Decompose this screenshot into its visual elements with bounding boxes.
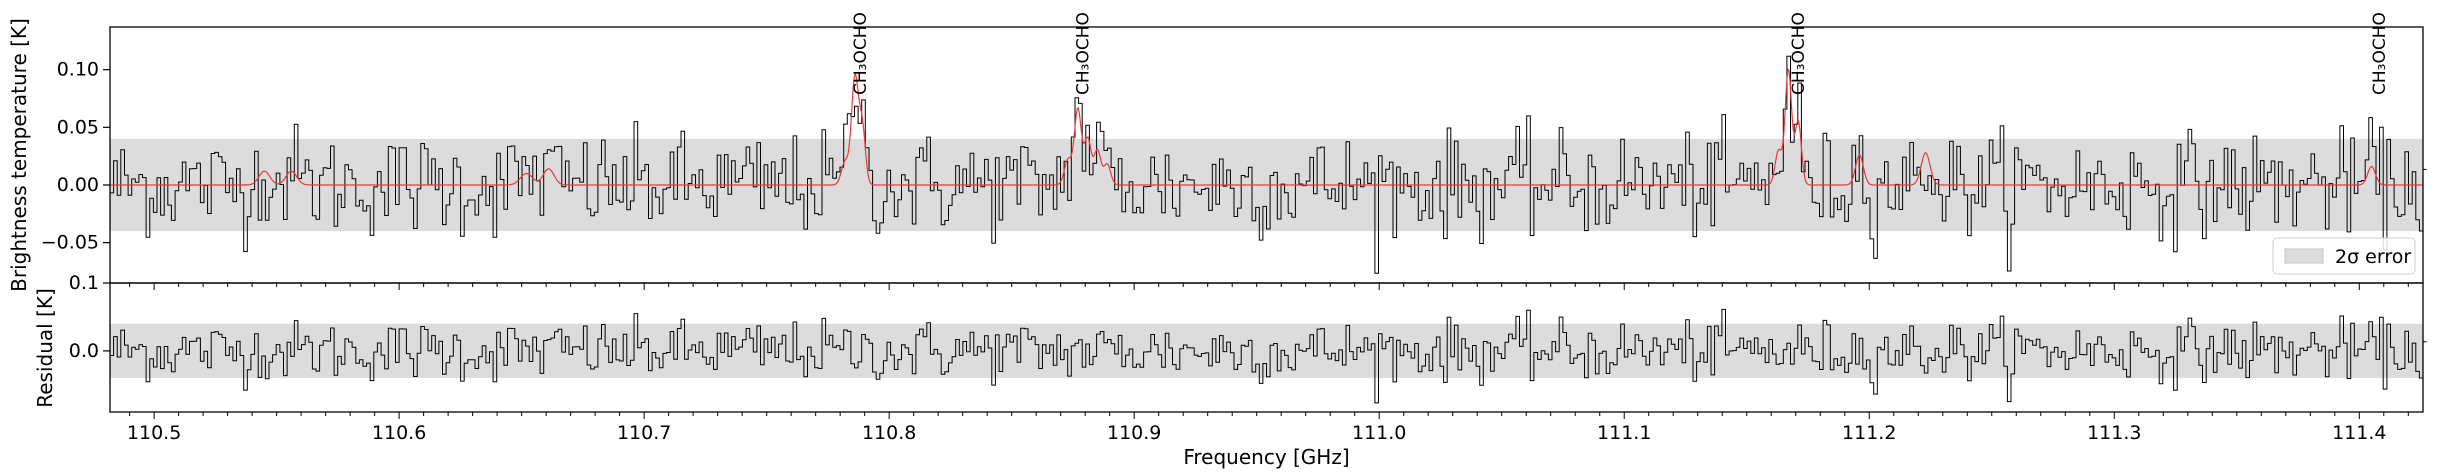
spectrum-y-axis-label: Brightness temperature [K] xyxy=(7,18,31,292)
x-tick-label: 111.2 xyxy=(1842,422,1896,444)
x-tick-label: 111.3 xyxy=(2087,422,2141,444)
x-tick-label: 110.7 xyxy=(617,422,671,444)
legend: 2σ error xyxy=(2272,237,2416,275)
y-tick-label: 0.05 xyxy=(57,116,99,138)
line-labels: CH₃OCHO CH₃OCHO CH₃OCHO CH₃OCHO xyxy=(851,12,2390,95)
x-tick-label: 110.9 xyxy=(1107,422,1161,444)
x-tick-label: 111.0 xyxy=(1352,422,1406,444)
residual-x-ticks: 110.5 110.6 110.7 110.8 110.9 111.0 111.1 111.2… xyxy=(127,412,2409,444)
residual-y-axis-label: Residual [K] xyxy=(33,288,57,408)
residual-line xyxy=(110,308,2427,404)
model-spectrum-line xyxy=(110,68,2423,186)
y-tick-label: 0.0 xyxy=(69,340,99,362)
y-tick-label: 0.1 xyxy=(69,272,99,294)
spectrum-y-ticks: −0.05 0.00 0.05 0.10 xyxy=(41,59,110,254)
x-tick-label: 110.8 xyxy=(862,422,916,444)
residual-y-ticks: 0.0 0.1 xyxy=(69,272,110,362)
residual-panel: 0.0 0.1 110.5 110.6 110.7 110.8 110.9 111.0 111… xyxy=(33,272,2427,469)
molecule-line-label: CH₃OCHO xyxy=(1074,12,1094,95)
legend-label: 2σ error xyxy=(2335,246,2411,268)
y-tick-label: 0.00 xyxy=(57,174,99,196)
x-tick-label: 111.4 xyxy=(2332,422,2386,444)
x-tick-label: 110.6 xyxy=(372,422,426,444)
x-tick-label: 111.1 xyxy=(1597,422,1651,444)
x-tick-label: 110.5 xyxy=(127,422,181,444)
spectrum-panel: −0.050.000.050.10 CH₃OCHO CH₃OCHO CH₃OCHO C… xyxy=(7,12,2427,292)
legend-box xyxy=(2272,237,2416,275)
spectrum-x-ticks xyxy=(129,283,2409,290)
x-axis-label: Frequency [GHz] xyxy=(1183,445,1349,469)
y-tick-label: −0.05 xyxy=(41,232,99,254)
molecule-line-label: CH₃OCHO xyxy=(2370,12,2390,95)
observed-spectrum-line xyxy=(110,55,2427,274)
molecule-line-label: CH₃OCHO xyxy=(851,12,871,95)
residual-axes-frame xyxy=(109,282,2424,413)
molecule-line-label: CH₃OCHO xyxy=(1789,12,1809,95)
y-tick-label: 0.10 xyxy=(57,59,99,81)
legend-swatch xyxy=(2284,248,2324,264)
